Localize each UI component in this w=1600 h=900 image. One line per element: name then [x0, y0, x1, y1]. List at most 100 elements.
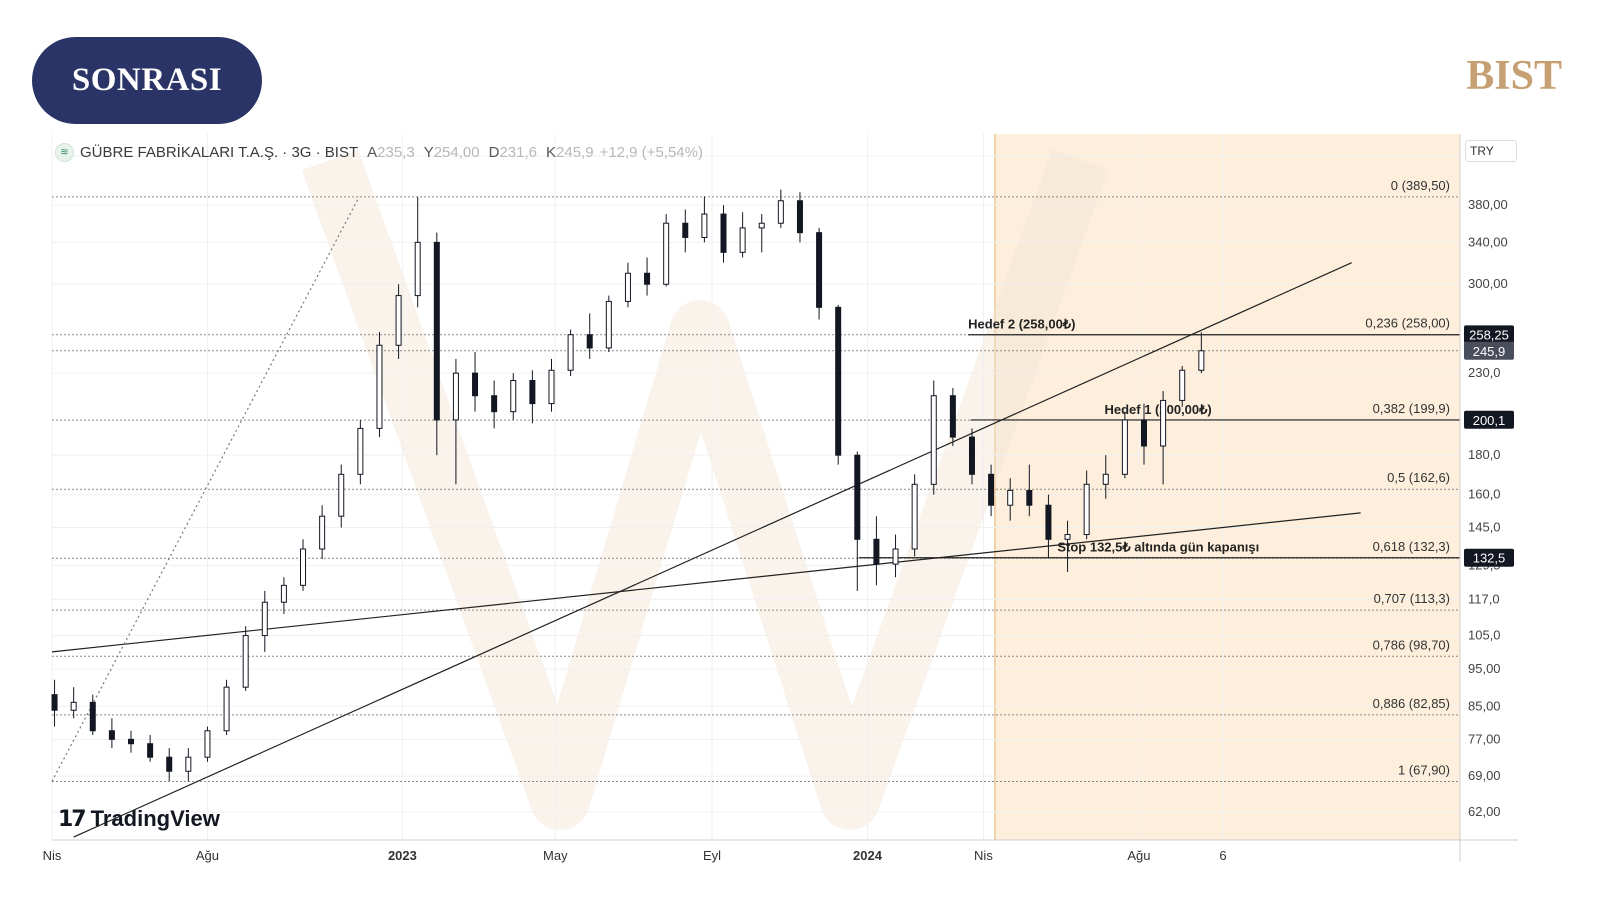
price-tick-label: 62,00: [1468, 804, 1501, 819]
candle-body: [433, 241, 440, 421]
time-tick-label: Ağu: [1127, 848, 1150, 863]
price-tick-label: 180,0: [1468, 447, 1501, 462]
low-label: D: [488, 144, 500, 161]
price-tag-label: 258,25: [1469, 327, 1509, 342]
change-value: +12,9 (+5,54%): [599, 144, 703, 161]
price-tag: [1464, 548, 1514, 567]
candle-body: [1007, 489, 1014, 506]
target-annotation: Hedef 1 (200,00₺): [1104, 402, 1211, 417]
candle-body: [605, 300, 612, 349]
fib-level-label: 0,707 (113,3): [1374, 591, 1450, 606]
candle-body: [319, 515, 326, 550]
fib-level-label: 0,618 (132,3): [1373, 539, 1450, 554]
symbol-logo-icon: ≋: [55, 143, 74, 162]
candle-body: [51, 694, 58, 711]
tradingview-wordmark: TradingView: [90, 806, 220, 831]
candle-body: [376, 344, 383, 429]
candle-body: [1179, 369, 1186, 401]
candle-body: [835, 306, 842, 456]
time-tick-label: Eyl: [703, 848, 721, 863]
candle-body: [70, 701, 77, 711]
candle-body: [758, 222, 765, 229]
candle-body: [280, 584, 287, 603]
trendline-dotted: [51, 196, 360, 782]
target-annotation: Hedef 2 (258,00₺): [968, 317, 1075, 332]
time-tick-label: 2024: [853, 848, 883, 863]
candle-body: [1121, 419, 1128, 475]
price-tick-label: 117,0: [1468, 591, 1500, 606]
fib-level-label: 0,5 (162,6): [1387, 470, 1450, 485]
candle-body: [491, 395, 498, 413]
price-tag: [1464, 341, 1514, 360]
candle-body: [720, 213, 727, 253]
price-tag: [1464, 325, 1514, 344]
close-value: 245,9: [556, 144, 594, 161]
candle-body: [1045, 504, 1052, 540]
price-tag: [1464, 410, 1514, 429]
candle-body: [1140, 419, 1147, 447]
candle-body: [185, 756, 192, 772]
symbol-title[interactable]: GÜBRE FABRİKALARI T.A.Ş. · 3G · BIST: [80, 144, 359, 161]
target-annotation: Stop 132,5₺ altında gün kapanışı: [1057, 540, 1259, 555]
close-label: K: [546, 144, 557, 161]
candle-body: [930, 395, 937, 485]
candle-body: [223, 686, 230, 732]
candle-body: [1083, 483, 1090, 536]
candle-body: [510, 380, 517, 413]
fib-level-label: 0,886 (82,85): [1373, 696, 1450, 711]
price-tag-label: 200,1: [1473, 413, 1506, 428]
sonrasi-badge: SONRASI: [32, 37, 262, 124]
price-tick-label: 300,00: [1468, 276, 1508, 291]
candle-body: [529, 380, 536, 405]
candle-body: [414, 241, 421, 297]
high-value: 254,00: [433, 144, 480, 161]
time-tick-label: May: [543, 848, 568, 863]
candle-body: [701, 213, 708, 238]
price-tick-label: 160,0: [1468, 487, 1501, 502]
tradingview-logo[interactable]: 17 TradingView: [58, 806, 220, 832]
candle-body: [968, 436, 975, 475]
candle-body: [586, 334, 593, 349]
open-label: A: [367, 144, 378, 161]
fib-level-label: 0,786 (98,70): [1373, 637, 1450, 652]
candle-body: [777, 200, 784, 224]
candle-body: [873, 538, 880, 565]
candle-body: [108, 730, 115, 740]
high-label: Y: [423, 144, 434, 161]
candle-body: [624, 272, 631, 302]
price-tick-label: 69,00: [1468, 768, 1501, 783]
price-tick-label: 145,0: [1468, 520, 1501, 535]
price-tag-label: 132,5: [1473, 551, 1506, 566]
price-tick-label: 380,00: [1468, 197, 1508, 212]
candle-body: [1160, 399, 1167, 447]
price-tag-label: 245,9: [1473, 344, 1506, 359]
time-tick-label: 2023: [388, 848, 417, 863]
candle-body: [89, 701, 96, 732]
highlight-range: [994, 134, 1460, 840]
currency-selector[interactable]: TRY: [1465, 140, 1517, 162]
candle-body: [395, 295, 402, 346]
price-tick-label: 340,00: [1468, 234, 1508, 249]
candle-body: [1198, 350, 1205, 371]
candle-body: [644, 272, 651, 285]
time-tick-label: Ağu: [196, 848, 219, 863]
candle-body: [1064, 534, 1071, 540]
candle-body: [911, 483, 918, 550]
candle-body: [816, 232, 823, 308]
low-value: 231,6: [499, 144, 537, 161]
candle-body: [739, 227, 746, 253]
candle-body: [1026, 489, 1033, 506]
candle-body: [147, 743, 154, 758]
candle-body: [567, 334, 574, 371]
trendline-support: [51, 512, 1361, 653]
candle-body: [663, 222, 670, 285]
symbol-header: ≋ GÜBRE FABRİKALARI T.A.Ş. · 3G · BIST A…: [55, 143, 703, 162]
candle-body: [949, 395, 956, 438]
candle-body: [1102, 473, 1109, 485]
price-tick-label: 85,00: [1468, 698, 1501, 713]
candle-body: [682, 222, 689, 238]
candle-body: [548, 369, 555, 405]
open-value: 235,3: [377, 144, 415, 161]
tradingview-logo-icon: 17: [58, 806, 87, 832]
